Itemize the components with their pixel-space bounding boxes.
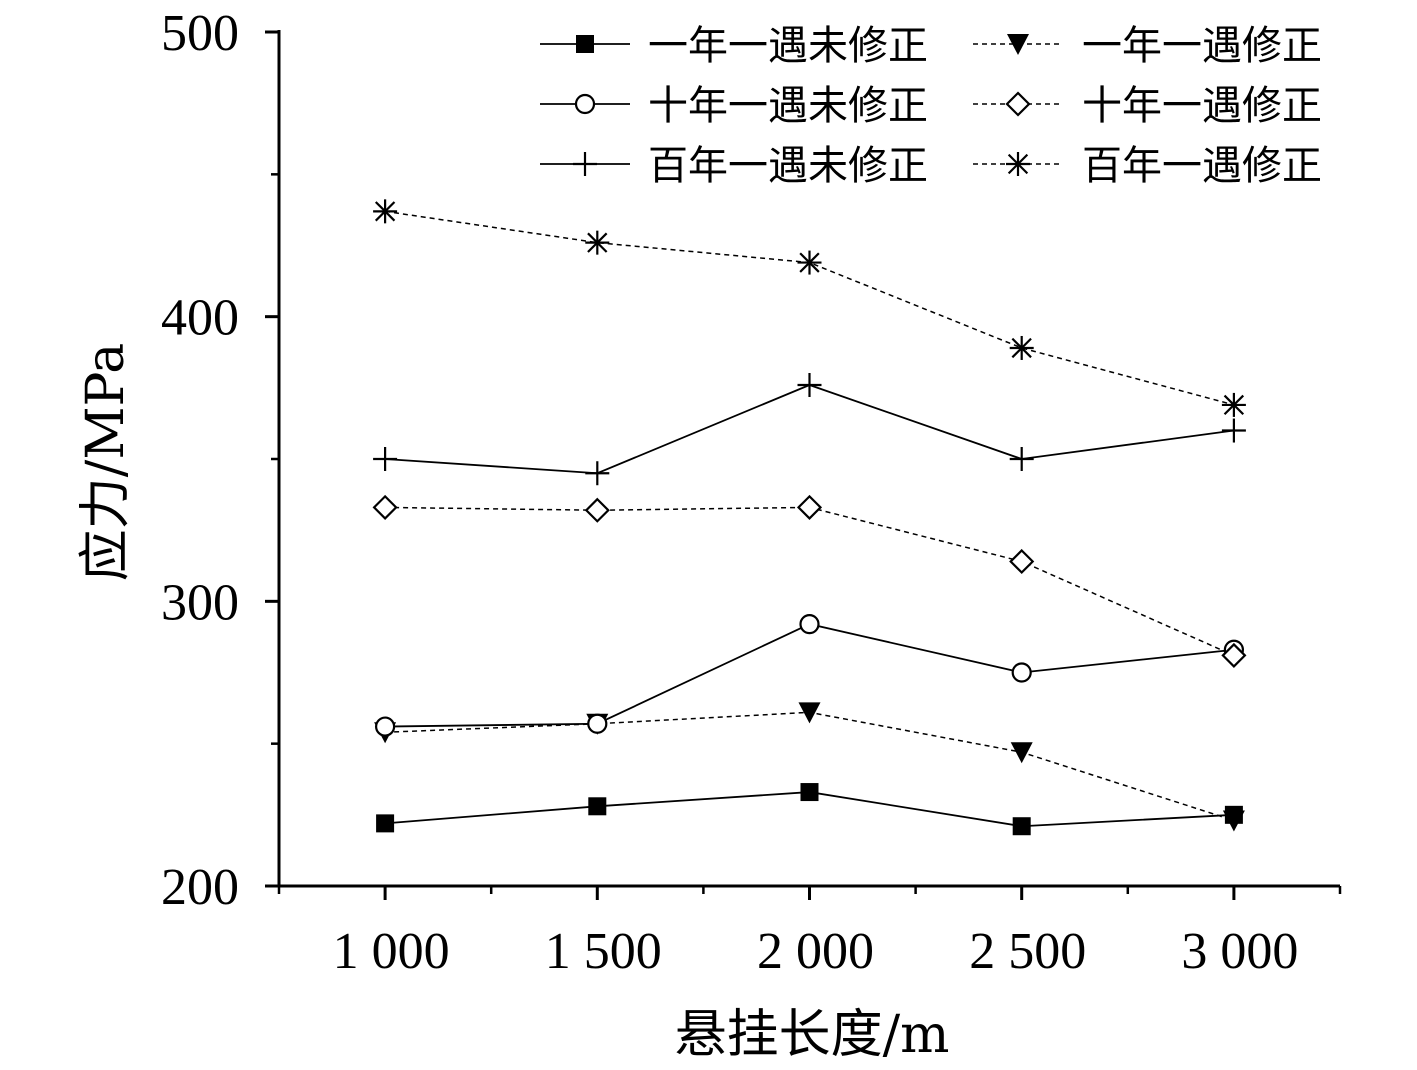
y-tick-label: 300 xyxy=(161,574,239,631)
circle-marker-shape xyxy=(799,614,820,635)
legend-marker xyxy=(576,35,594,53)
data-point xyxy=(1011,662,1032,683)
legend-item-2: 一年一遇修正 xyxy=(973,23,1322,69)
series-line xyxy=(385,384,1235,475)
data-point xyxy=(800,783,819,802)
data-point xyxy=(1222,810,1245,832)
data-point xyxy=(585,461,610,486)
legend-item-4: 十年一遇修正 xyxy=(973,83,1322,129)
data-point xyxy=(373,447,398,471)
data-point xyxy=(1012,817,1031,836)
series-5 xyxy=(373,372,1246,486)
data-point xyxy=(375,716,396,737)
triangle-marker-shape xyxy=(1222,810,1245,832)
diamond-marker-shape xyxy=(372,494,398,520)
circle-marker-shape xyxy=(1011,662,1032,683)
data-point xyxy=(1009,335,1034,360)
data-point xyxy=(376,814,395,833)
square-marker-shape xyxy=(800,783,819,802)
legend-item-1: 一年一遇未修正 xyxy=(540,23,928,69)
diamond-marker-shape xyxy=(1221,642,1247,668)
x-axis-title: 悬挂长度/m xyxy=(675,1005,950,1065)
y-tick-label: 500 xyxy=(161,5,239,62)
legend-label: 百年一遇未修正 xyxy=(648,143,928,189)
asterisk-stroke xyxy=(1223,394,1245,416)
data-point xyxy=(1010,742,1033,764)
data-point xyxy=(799,614,820,635)
asterisk-stroke xyxy=(374,201,396,222)
data-point xyxy=(1221,642,1247,668)
diamond-marker-shape xyxy=(1009,548,1035,575)
legend-marker xyxy=(1007,34,1029,55)
circle-marker-shape xyxy=(574,93,596,115)
asterisk-stroke xyxy=(587,232,608,253)
circle-marker-shape xyxy=(587,713,608,734)
data-point xyxy=(588,797,607,816)
x-tick-label: 2 000 xyxy=(757,923,874,980)
x-tick-label: 2 500 xyxy=(969,923,1086,980)
legend-item-3: 十年一遇未修正 xyxy=(540,83,928,129)
legend-label: 一年一遇未修正 xyxy=(648,23,928,69)
data-point xyxy=(796,494,823,520)
data-point xyxy=(585,230,610,255)
data-point xyxy=(1009,447,1034,471)
legend-marker xyxy=(573,152,597,176)
x-tick-label: 3 000 xyxy=(1181,923,1298,980)
axes: 200 300 400 500 1 000 1 500 2 000 2 500 3 000 xyxy=(161,5,1342,980)
legend-label: 十年一遇修正 xyxy=(1082,83,1322,129)
legend-marker xyxy=(1005,91,1031,117)
diamond-marker-shape xyxy=(796,494,823,520)
data-point xyxy=(1009,548,1035,575)
triangle-marker-shape xyxy=(1010,742,1033,764)
data-point xyxy=(584,497,610,523)
data-point xyxy=(587,713,608,734)
diamond-marker-shape xyxy=(584,497,610,523)
series-6 xyxy=(373,199,1246,417)
data-point xyxy=(797,250,822,275)
data-point xyxy=(1221,392,1246,417)
asterisk-stroke xyxy=(1011,337,1032,359)
legend-label: 十年一遇未修正 xyxy=(648,83,928,129)
diamond-marker-shape xyxy=(1005,91,1031,117)
square-marker-shape xyxy=(1012,817,1031,836)
triangle-marker-shape xyxy=(798,702,821,724)
y-axis-title: 应力/MPa xyxy=(76,343,136,581)
data-point xyxy=(373,199,398,224)
y-tick-label: 200 xyxy=(161,859,239,916)
series-line xyxy=(385,711,1235,822)
y-tick-label: 400 xyxy=(161,290,239,347)
legend-label: 百年一遇修正 xyxy=(1082,143,1322,189)
series-2 xyxy=(374,702,1245,832)
asterisk-stroke xyxy=(799,252,820,273)
square-marker-shape xyxy=(376,814,395,833)
series-layer xyxy=(372,199,1247,836)
square-marker-shape xyxy=(576,35,594,53)
data-point xyxy=(1221,418,1246,443)
square-marker-shape xyxy=(588,797,607,816)
series-4 xyxy=(372,494,1247,668)
legend-marker xyxy=(574,93,596,115)
circle-marker-shape xyxy=(375,716,396,737)
legend-item-5: 百年一遇未修正 xyxy=(540,143,928,189)
asterisk-stroke xyxy=(1007,153,1029,175)
legend-marker xyxy=(1006,152,1030,176)
triangle-marker-shape xyxy=(1007,34,1029,55)
legend-item-6: 百年一遇修正 xyxy=(973,143,1322,189)
series-1 xyxy=(376,783,1243,836)
data-point xyxy=(372,494,398,520)
legend-label: 一年一遇修正 xyxy=(1082,23,1322,69)
data-point xyxy=(797,372,822,397)
x-tick-label: 1 500 xyxy=(545,923,662,980)
x-tick-label: 1 000 xyxy=(333,923,450,980)
data-point xyxy=(798,702,821,724)
